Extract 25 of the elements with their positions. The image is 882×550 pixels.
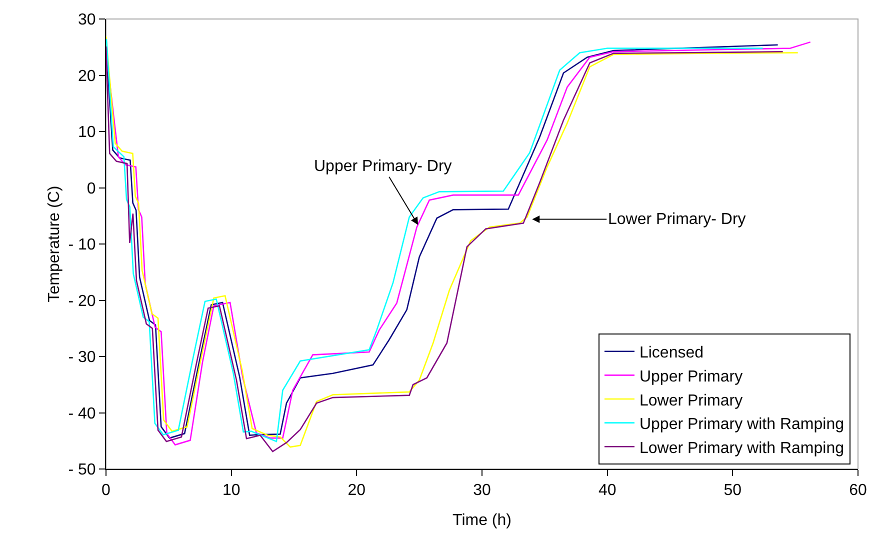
y-tick-label: - 50 [68,462,96,479]
y-tick-label: 20 [78,68,96,85]
y-tick-label: - 20 [68,292,96,310]
annotation: Upper Primary- Dry [314,158,452,175]
y-axis-title: Temperature (C) [46,186,64,302]
y-tick-label: - 40 [68,405,96,422]
annotation: Lower Primary- Dry [608,211,746,228]
x-tick-label: 30 [473,482,491,500]
legend-label: Upper Primary with Ramping [639,416,844,434]
legend-label: Upper Primary [639,368,743,386]
x-tick-label: 20 [348,482,366,500]
legend-label: Licensed [639,344,704,362]
x-tick-label: 60 [849,482,867,500]
x-tick-label: 0 [102,482,111,500]
x-tick-label: 40 [598,482,616,500]
legend-label: Lower Primary with Ramping [639,440,844,457]
x-tick-label: 10 [222,482,240,500]
x-tick-label: 50 [724,482,742,500]
legend-label: Lower Primary [639,392,743,410]
x-axis-title: Time (h) [452,512,512,529]
y-tick-label: 30 [78,12,96,29]
y-tick-label: - 10 [68,236,96,254]
y-tick-label: 0 [86,180,96,198]
y-tick-label: - 30 [68,349,96,366]
y-tick-label: 10 [78,124,96,142]
